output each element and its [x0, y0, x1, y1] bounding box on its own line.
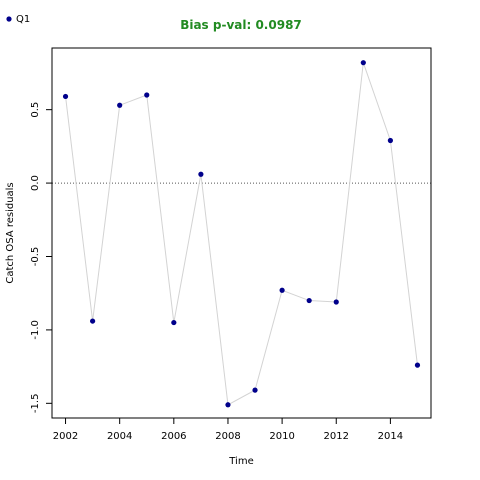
data-point [279, 287, 285, 293]
data-point [198, 171, 204, 177]
series-line-q1 [65, 62, 418, 406]
legend-label-q1: Q1 [16, 14, 30, 25]
y-tick-label: 0.0 [30, 175, 41, 191]
x-tick-label: 2006 [161, 431, 186, 442]
y-tick-label: -1.5 [30, 394, 41, 414]
x-tick-label: 2002 [53, 431, 78, 442]
legend-marker-q1 [6, 16, 12, 22]
legend: Q1 [6, 14, 30, 25]
y-tick-label: -0.5 [30, 247, 41, 267]
data-point [360, 60, 366, 66]
chart-title: Bias p-val: 0.0987 [180, 18, 302, 32]
data-point [414, 362, 421, 368]
plot-frame [51, 47, 432, 419]
y-axis-title: Catch OSA residuals [5, 182, 16, 283]
x-tick-label: 2010 [269, 431, 294, 442]
y-axis: -1.5 -1.0 -0.5 0.0 0.5 [30, 102, 52, 413]
data-point [62, 93, 69, 100]
y-tick-label: -1.0 [30, 320, 41, 340]
x-tick-label: 2008 [215, 431, 240, 442]
data-point [387, 137, 393, 144]
data-point [306, 297, 312, 304]
data-point [117, 102, 123, 108]
data-point [144, 92, 150, 98]
data-point [225, 402, 231, 408]
x-tick-label: 2004 [107, 431, 132, 442]
data-point [171, 319, 177, 326]
data-point [252, 387, 258, 393]
plot-area [52, 60, 431, 408]
data-point [90, 318, 96, 324]
x-tick-label: 2014 [378, 431, 403, 442]
x-tick-label: 2012 [324, 431, 349, 442]
y-tick-label: 0.5 [30, 102, 41, 118]
x-axis: 2002 2004 2006 2008 2010 2012 2014 [53, 418, 403, 442]
x-axis-title: Time [228, 456, 253, 467]
data-point [333, 299, 339, 305]
